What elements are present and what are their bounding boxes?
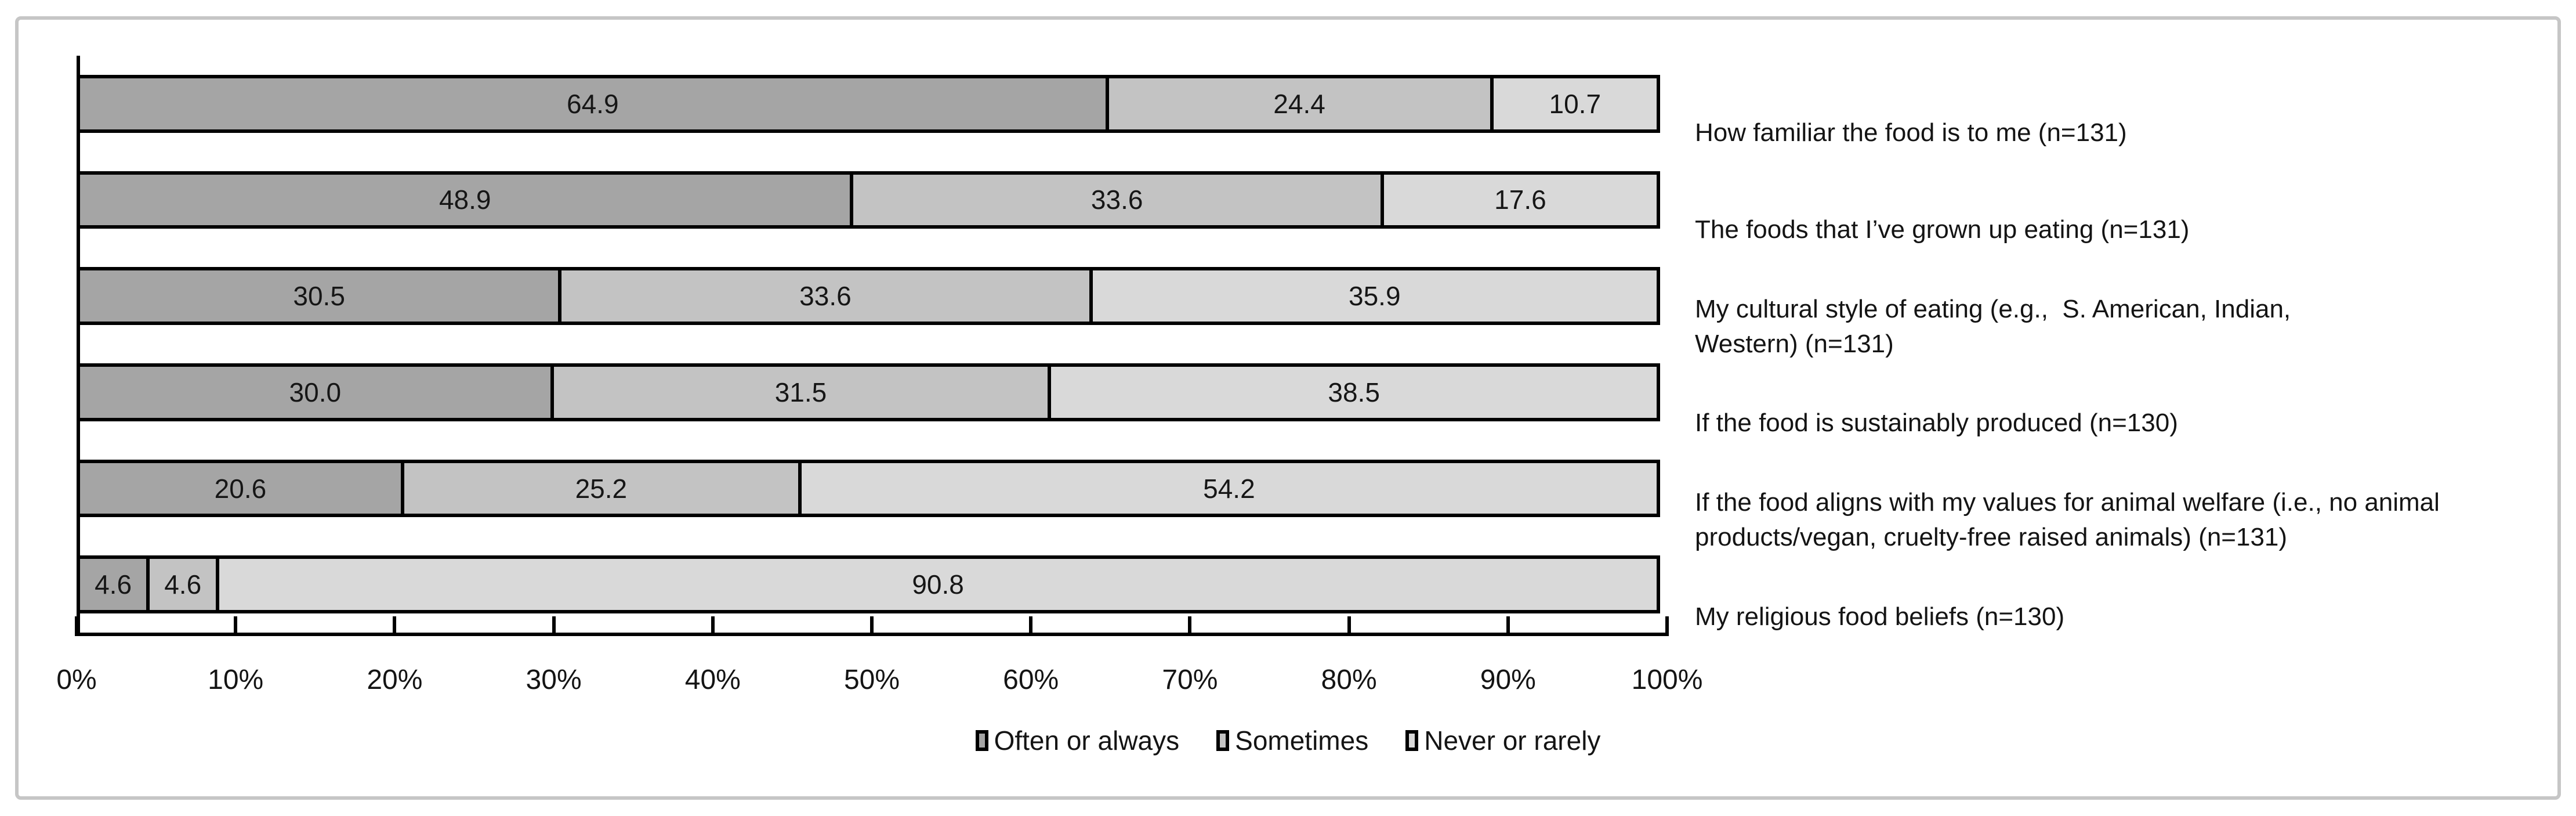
category-label-row: My cultural style of eating (e.g., S. Am… <box>1695 249 2559 358</box>
legend-label: Never or rarely <box>1424 725 1601 756</box>
bar-segment-often-or-always: 64.9 <box>77 75 1109 133</box>
category-label: If the food aligns with my values for an… <box>1695 488 2440 552</box>
stacked-bar: 4.6 4.6 90.8 <box>77 555 1667 613</box>
x-tick-label: 60% <box>1003 665 1059 695</box>
bar-row: 64.9 24.4 10.7 <box>77 56 1667 152</box>
x-tick-label: 70% <box>1162 665 1218 695</box>
bar-value-label: 17.6 <box>1494 185 1546 215</box>
x-tick <box>711 616 715 636</box>
category-label-row: If the food aligns with my values for an… <box>1695 443 2559 551</box>
x-tick <box>393 616 397 636</box>
bar-segment-sometimes: 33.6 <box>850 171 1384 229</box>
bar-value-label: 90.8 <box>912 569 964 600</box>
legend-swatch-icon <box>1405 730 1419 751</box>
bar-segment-sometimes: 25.2 <box>400 459 802 518</box>
x-tick <box>1188 616 1192 636</box>
x-tick-label: 20% <box>367 665 423 695</box>
bar-segment-never-or-rarely: 54.2 <box>798 459 1660 518</box>
legend-label: Often or always <box>994 725 1180 756</box>
x-axis-labels: 0% 10% 20% 30% 40% 50% 60% 70% 80% 90% 100% <box>56 664 1702 699</box>
bar-value-label: 35.9 <box>1349 281 1401 312</box>
legend-swatch-icon <box>1216 730 1230 751</box>
x-tick <box>870 616 874 636</box>
bar-row: 48.9 33.6 17.6 <box>77 152 1667 248</box>
bar-value-label: 33.6 <box>1090 185 1143 215</box>
category-label: My religious food beliefs (n=130) <box>1695 602 2065 631</box>
legend-item-sometimes: Sometimes <box>1216 725 1368 756</box>
category-label: The foods that I’ve grown up eating (n=1… <box>1695 215 2190 244</box>
stacked-bar: 30.5 33.6 35.9 <box>77 267 1667 325</box>
bar-segment-never-or-rarely: 35.9 <box>1089 267 1660 325</box>
category-label: How familiar the food is to me (n=131) <box>1695 118 2127 147</box>
figure-card: 64.9 24.4 10.7 48.9 33.6 17.6 30.5 33.6 35.9 30.0… <box>15 16 2561 800</box>
bar-segment-often-or-always: 48.9 <box>77 171 854 229</box>
x-tick <box>552 616 556 636</box>
bar-segment-often-or-always: 30.5 <box>77 267 562 325</box>
x-tick <box>1506 616 1510 636</box>
bar-segment-sometimes: 31.5 <box>550 363 1052 421</box>
bar-value-label: 33.6 <box>799 281 852 312</box>
bar-segment-sometimes: 4.6 <box>146 555 220 613</box>
legend-label: Sometimes <box>1235 725 1369 756</box>
category-label-row: How familiar the food is to me (n=131) <box>1695 56 2559 153</box>
bar-row: 30.5 33.6 35.9 <box>77 248 1667 344</box>
x-tick-label: 100% <box>1631 665 1703 695</box>
bar-value-label: 38.5 <box>1328 377 1380 407</box>
x-tick <box>1347 616 1351 636</box>
bar-value-label: 30.0 <box>289 377 342 407</box>
x-tick <box>234 616 238 636</box>
category-label: If the food is sustainably produced (n=1… <box>1695 409 2178 438</box>
stacked-bar: 20.6 25.2 54.2 <box>77 459 1667 518</box>
x-tick-label: 30% <box>526 665 582 695</box>
bar-value-label: 10.7 <box>1549 88 1602 119</box>
bar-value-label: 4.6 <box>164 569 202 600</box>
x-tick <box>75 616 78 636</box>
plot-area: 64.9 24.4 10.7 48.9 33.6 17.6 30.5 33.6 35.9 30.0… <box>75 56 1669 636</box>
x-tick-label: 0% <box>56 665 97 695</box>
category-label-row: If the food is sustainably produced (n=1… <box>1695 346 2559 443</box>
bar-row: 20.6 25.2 54.2 <box>77 441 1667 537</box>
bar-segment-often-or-always: 20.6 <box>77 459 404 518</box>
x-tick-label: 90% <box>1480 665 1536 695</box>
bar-value-label: 64.9 <box>567 88 619 119</box>
category-label-row: My religious food beliefs (n=130) <box>1695 539 2559 636</box>
bar-value-label: 30.5 <box>293 281 345 312</box>
stacked-bar: 48.9 33.6 17.6 <box>77 171 1667 229</box>
bar-value-label: 25.2 <box>575 473 628 504</box>
bar-value-label: 48.9 <box>439 185 491 215</box>
x-axis-line <box>77 633 1667 636</box>
bar-segment-never-or-rarely: 17.6 <box>1380 171 1660 229</box>
x-tick-label: 40% <box>684 665 741 695</box>
x-tick-label: 10% <box>208 665 264 695</box>
y-axis-line <box>77 56 80 636</box>
stacked-bar: 64.9 24.4 10.7 <box>77 75 1667 133</box>
legend-swatch-icon <box>975 730 988 751</box>
bar-segment-sometimes: 33.6 <box>558 267 1093 325</box>
x-tick <box>1029 616 1033 636</box>
category-label: My cultural style of eating (e.g., S. Am… <box>1695 294 2291 358</box>
bar-segment-never-or-rarely: 90.8 <box>216 555 1660 613</box>
bars-container: 64.9 24.4 10.7 48.9 33.6 17.6 30.5 33.6 35.9 30.0… <box>77 56 1667 633</box>
bar-segment-sometimes: 24.4 <box>1105 75 1494 133</box>
bar-value-label: 31.5 <box>774 377 827 407</box>
bar-segment-never-or-rarely: 10.7 <box>1490 75 1660 133</box>
bar-row: 4.6 4.6 90.8 <box>77 536 1667 633</box>
bar-row: 30.0 31.5 38.5 <box>77 344 1667 441</box>
bar-value-label: 54.2 <box>1203 473 1255 504</box>
x-tick-label: 80% <box>1321 665 1377 695</box>
x-tick-label: 50% <box>843 665 900 695</box>
legend-item-never-or-rarely: Never or rarely <box>1405 725 1600 756</box>
bar-segment-often-or-always: 4.6 <box>77 555 150 613</box>
bar-value-label: 24.4 <box>1273 88 1325 119</box>
bar-value-label: 20.6 <box>214 473 267 504</box>
legend-item-often-or-always: Often or always <box>975 725 1180 756</box>
bar-value-label: 4.6 <box>95 569 132 600</box>
legend: Often or always Sometimes Never or rarely <box>19 725 2557 756</box>
x-tick <box>1665 616 1669 636</box>
category-label-row: The foods that I’ve grown up eating (n=1… <box>1695 153 2559 250</box>
bar-segment-often-or-always: 30.0 <box>77 363 554 421</box>
bar-segment-never-or-rarely: 38.5 <box>1048 363 1660 421</box>
category-labels: How familiar the food is to me (n=131) Th… <box>1695 56 2559 636</box>
stacked-bar: 30.0 31.5 38.5 <box>77 363 1667 421</box>
